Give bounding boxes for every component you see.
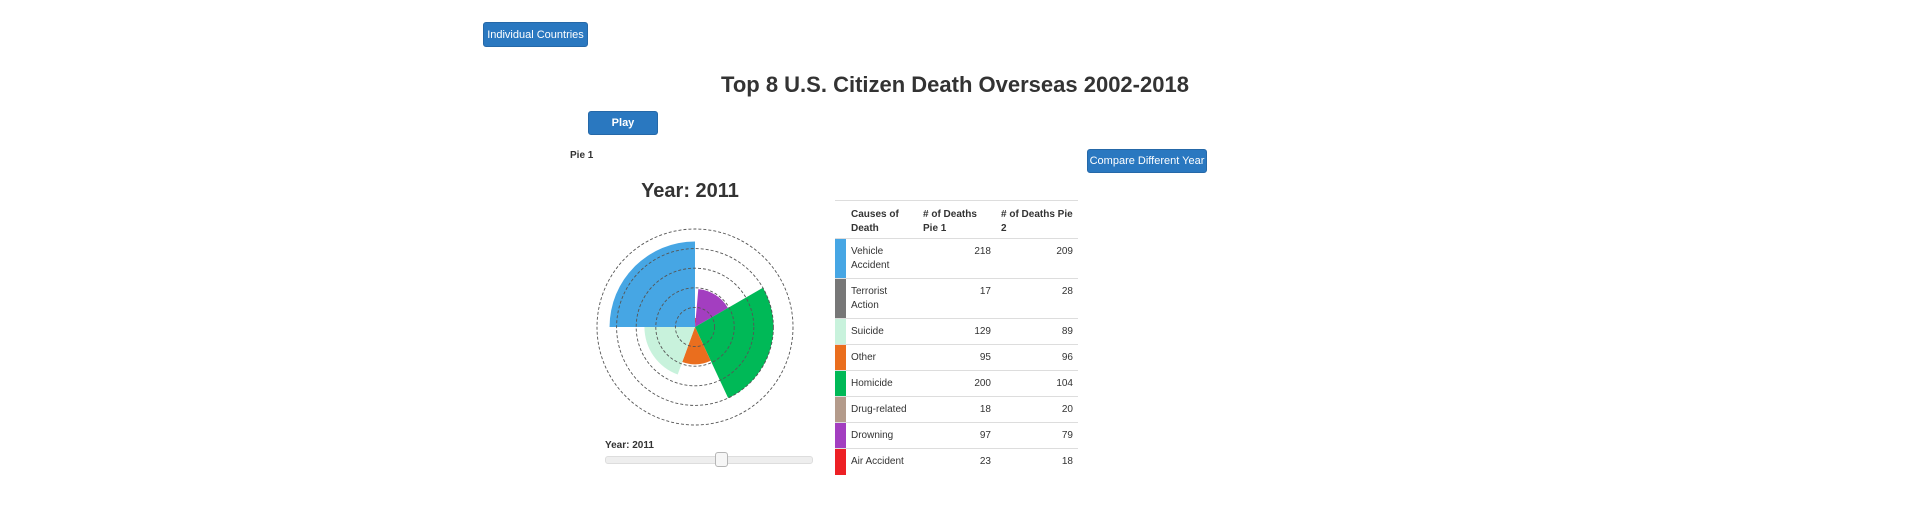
table-body: Vehicle Accident 218 209 Terrorist Action 17… [835, 238, 1078, 475]
page-title: Top 8 U.S. Citizen Death Overseas 2002-2… [721, 72, 1189, 97]
cell-pie2-value: 209 [996, 238, 1078, 279]
color-swatch-air-accident [835, 448, 846, 475]
cell-cause: Suicide [846, 318, 918, 345]
color-swatch-vehicle-accident [835, 238, 846, 279]
year-slider-handle[interactable] [714, 452, 728, 467]
cell-pie2-value: 79 [996, 422, 1078, 449]
cell-pie2-value: 96 [996, 344, 1078, 371]
table-row: Homicide 200 104 [835, 370, 1078, 397]
table-row: Other 95 96 [835, 344, 1078, 371]
sector-layer [609, 241, 774, 399]
table-row: Air Accident 23 18 [835, 448, 1078, 475]
cell-pie1-value: 200 [918, 370, 996, 397]
polar-area-chart [596, 228, 794, 426]
deaths-table: Causes of Death # of Deaths Pie 1 # of D… [835, 200, 1078, 475]
cell-cause: Terrorist Action [846, 278, 918, 319]
cell-pie1-value: 97 [918, 422, 996, 449]
sector-drowning[interactable] [695, 289, 728, 327]
color-swatch-homicide [835, 370, 846, 397]
cell-pie1-value: 18 [918, 396, 996, 423]
ring-layer [596, 228, 794, 426]
cell-cause: Vehicle Accident [846, 238, 918, 279]
header-pie2: # of Deaths Pie 2 [996, 200, 1078, 239]
cell-cause: Homicide [846, 370, 918, 397]
ring-100 [655, 287, 735, 367]
cell-cause: Drug-related [846, 396, 918, 423]
table-row: Suicide 129 89 [835, 318, 1078, 345]
table-row: Vehicle Accident 218 209 [835, 238, 1078, 279]
color-swatch-drowning [835, 422, 846, 449]
sector-homicide[interactable] [695, 287, 774, 399]
ring-200 [616, 248, 774, 406]
cell-pie2-value: 28 [996, 278, 1078, 319]
ring-150 [635, 267, 755, 387]
slider-label: Year: 2011 [605, 440, 654, 451]
chart-year-heading: Year: 2011 [641, 180, 739, 202]
table-row: Terrorist Action 17 28 [835, 278, 1078, 319]
cell-pie2-value: 18 [996, 448, 1078, 475]
sector-air-accident[interactable] [695, 317, 696, 327]
header-pie1: # of Deaths Pie 1 [918, 200, 996, 239]
cell-pie2-value: 20 [996, 396, 1078, 423]
cell-pie2-value: 89 [996, 318, 1078, 345]
cell-pie1-value: 23 [918, 448, 996, 475]
sector-suicide[interactable] [644, 327, 695, 375]
individual-countries-button[interactable]: Individual Countries [483, 22, 588, 47]
color-swatch-other [835, 344, 846, 371]
color-swatch-suicide [835, 318, 846, 345]
cell-pie1-value: 129 [918, 318, 996, 345]
cell-cause: Air Accident [846, 448, 918, 475]
table-row: Drowning 97 79 [835, 422, 1078, 449]
sector-other[interactable] [682, 327, 711, 365]
compare-year-button[interactable]: Compare Different Year [1087, 149, 1207, 173]
header-cause: Causes of Death [846, 200, 918, 239]
color-swatch-terrorist-action [835, 278, 846, 319]
ring-50 [674, 306, 716, 348]
swatch-header [835, 200, 846, 239]
cell-cause: Drowning [846, 422, 918, 449]
table-header-row: Causes of Death # of Deaths Pie 1 # of D… [835, 200, 1078, 239]
cell-pie2-value: 104 [996, 370, 1078, 397]
table-row: Drug-related 18 20 [835, 396, 1078, 423]
play-button[interactable]: Play [588, 111, 658, 135]
cell-pie1-value: 17 [918, 278, 996, 319]
cell-pie1-value: 218 [918, 238, 996, 279]
pie-label: Pie 1 [570, 150, 594, 161]
year-slider-track[interactable] [605, 456, 813, 464]
cell-cause: Other [846, 344, 918, 371]
color-swatch-drug-related [835, 396, 846, 423]
cell-pie1-value: 95 [918, 344, 996, 371]
ring-250 [596, 228, 794, 426]
sector-vehicle-accident[interactable] [609, 241, 695, 327]
